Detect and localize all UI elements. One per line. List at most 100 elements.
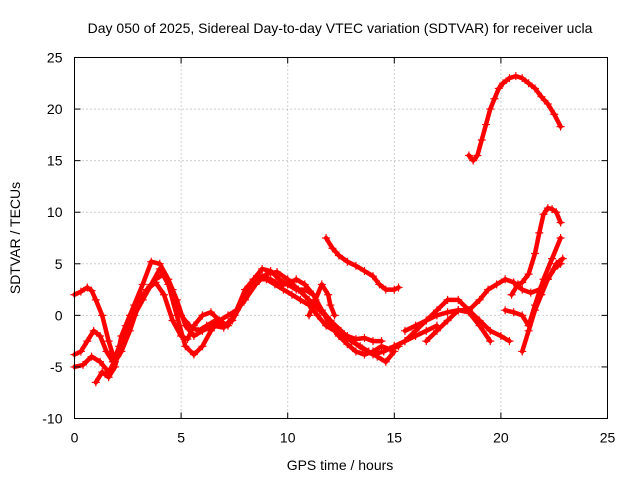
data-point	[83, 283, 92, 292]
grid-lines	[74, 57, 608, 419]
data-point	[339, 331, 348, 340]
data-point	[524, 270, 533, 279]
data-point	[351, 261, 360, 270]
data-point	[422, 316, 431, 325]
data-point	[390, 285, 399, 294]
x-tick-label: 25	[600, 430, 616, 446]
x-tick-label: 0	[71, 430, 79, 446]
data-point	[484, 285, 493, 294]
data-point	[330, 311, 339, 320]
data-point	[283, 275, 292, 284]
data-point	[469, 156, 478, 165]
data-point	[151, 275, 160, 284]
data-point	[253, 275, 262, 284]
data-point	[311, 295, 320, 304]
data-point	[481, 120, 490, 129]
data-point	[347, 337, 356, 346]
data-point	[496, 331, 505, 340]
data-point	[198, 311, 207, 320]
data-point	[294, 285, 303, 294]
data-point	[390, 342, 399, 351]
data-point	[443, 295, 452, 304]
data-point	[87, 286, 96, 295]
data-point	[535, 228, 544, 237]
data-point	[556, 234, 565, 242]
data-point	[96, 331, 105, 340]
data-point	[486, 326, 495, 335]
data-point	[360, 334, 369, 343]
data-point	[475, 295, 484, 304]
data-point	[543, 275, 552, 284]
y-tick-label: 10	[47, 204, 63, 220]
data-point	[422, 337, 431, 346]
data-point	[454, 306, 463, 315]
series-F	[322, 234, 403, 294]
data-point	[556, 218, 565, 227]
data-point	[76, 287, 85, 296]
data-point	[279, 285, 288, 294]
data-point	[556, 122, 565, 131]
data-point	[443, 308, 452, 317]
series-L	[507, 204, 565, 299]
data-point	[513, 280, 522, 289]
data-point	[83, 337, 92, 346]
data-point	[486, 105, 495, 114]
data-point	[87, 352, 96, 361]
data-point	[518, 74, 527, 83]
y-tick-label: 20	[47, 101, 63, 117]
y-tick-label: 15	[47, 153, 63, 169]
data-point	[550, 110, 559, 119]
data-point	[228, 316, 237, 325]
data-point	[501, 306, 510, 315]
data-point	[524, 326, 533, 335]
data-point	[443, 316, 452, 325]
data-point	[531, 306, 540, 315]
data-point	[98, 311, 107, 320]
data-point	[185, 321, 194, 330]
data-point	[422, 326, 431, 335]
data-point	[292, 275, 301, 284]
data-point	[507, 290, 516, 299]
data-point	[400, 337, 409, 346]
data-point	[375, 280, 384, 289]
x-axis-label: GPS time / hours	[287, 457, 394, 473]
data-point	[168, 316, 177, 325]
data-point	[501, 275, 510, 284]
data-point	[548, 205, 557, 214]
data-point	[509, 278, 518, 287]
data-point	[211, 316, 220, 325]
data-point	[473, 151, 482, 160]
data-point	[330, 326, 339, 335]
data-point	[343, 340, 352, 349]
data-point	[96, 357, 105, 366]
data-point	[317, 280, 326, 289]
data-point	[492, 280, 501, 289]
data-point	[373, 352, 382, 361]
data-point	[324, 290, 333, 299]
data-point	[194, 326, 203, 335]
data-point	[125, 311, 134, 320]
chart-title: Day 050 of 2025, Sidereal Day-to-day VTE…	[88, 20, 593, 36]
data-point	[275, 275, 284, 284]
series-I	[422, 306, 495, 346]
data-point	[511, 72, 520, 81]
y-tick-label: 5	[55, 256, 63, 272]
data-point	[160, 270, 169, 279]
y-tick-label: 0	[55, 307, 63, 323]
data-point	[518, 285, 527, 294]
axis-ticks: 0 5 10 15 20 25 -10 -5 0 5 10 15 20 25	[42, 50, 615, 446]
data-point	[273, 268, 282, 277]
data-point	[111, 362, 120, 371]
data-point	[134, 295, 143, 304]
data-point	[181, 342, 190, 351]
data-point	[219, 321, 228, 330]
data-point	[494, 84, 503, 93]
data-point	[381, 285, 390, 294]
data-point	[198, 342, 207, 351]
data-point	[258, 264, 267, 273]
data-point	[552, 208, 561, 217]
data-point	[224, 311, 233, 320]
data-point	[206, 326, 215, 335]
data-point	[76, 347, 85, 356]
